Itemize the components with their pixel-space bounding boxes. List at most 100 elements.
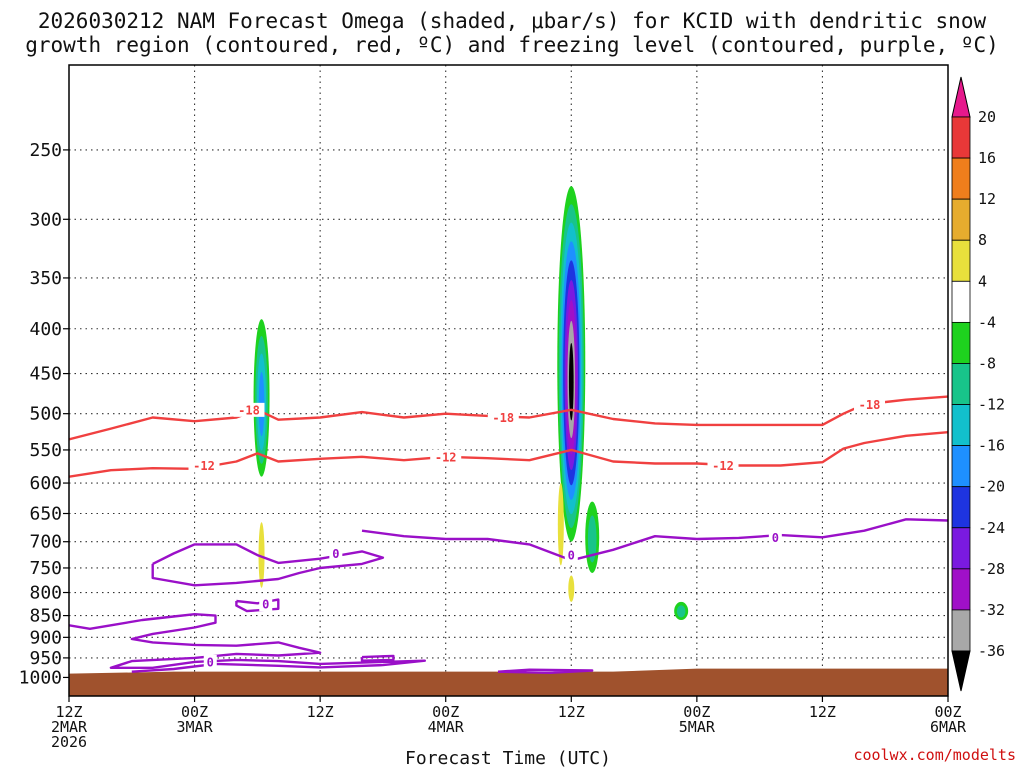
contour-label: -12 [435,450,457,464]
contour-label: 0 [207,655,214,669]
x-tick-label: 00Z [934,703,961,721]
y-tick-label: 800 [29,583,62,604]
x-tick-label: 12Z [558,703,585,721]
contour-label: -12 [193,459,215,473]
contour--12-c-isotherm [69,431,948,478]
omega-shade-small-rising-5mar [676,605,686,618]
y-tick-label: 650 [29,504,62,525]
contour-label: -18 [238,403,260,417]
x-tick-label: 2MAR [51,718,88,736]
contour-label: 0 [772,531,779,545]
plot-frame [68,64,949,697]
contour-label: 0 [262,598,269,612]
chart-title-line-2: growth region (contoured, red, ºC) and f… [25,33,999,57]
colorbar-tick-label: 12 [978,190,996,208]
y-tick-label: 900 [29,627,62,648]
x-tick-label: 00Z [432,703,459,721]
colorbar-bin [951,568,971,611]
colorbar-tick-label: -36 [978,642,1005,660]
contour-label-bg [707,458,739,473]
x-axis-label: Forecast Time (UTC) [405,748,611,768]
colorbar-bin [951,363,971,405]
chart-title-line-1: 2026030212 NAM Forecast Omega (shaded, μ… [37,9,987,33]
colorbar-tick-label: 20 [978,108,996,126]
y-tick-label: 400 [29,319,62,340]
omega-shade-rising-motion-4mar [568,342,574,421]
contour-label-bg [259,597,273,612]
y-tick-label: 300 [29,209,62,230]
contour-0-c-freezing-loop [497,668,594,674]
y-tick-label: 950 [29,648,62,669]
contour-label: -18 [492,411,514,425]
colorbar-tick-label: 4 [978,272,987,290]
ground-surface [69,668,948,696]
colorbar-tick-label: -16 [978,437,1005,455]
colorbar-bin [951,280,971,323]
contour-0-c-freezing-loop [69,613,426,673]
x-tick-label: 12Z [809,703,836,721]
colorbar-bottom-arrow [951,650,971,692]
y-tick-label: 250 [29,140,62,161]
contour-0-c-freezing-level [361,518,948,562]
contour-label-bg [233,402,265,417]
contour-0-c-freezing-loop [151,543,385,587]
colorbar-tick-label: 16 [978,149,996,167]
colorbar-bin [951,404,971,447]
y-tick-label: 500 [29,404,62,425]
x-tick-label: 3MAR [177,718,214,736]
colorbar-tick-label: -4 [978,313,996,331]
contour-label-bg [487,410,519,425]
colorbar-tick-label: 8 [978,231,987,249]
contour-0-c-freezing-loop [235,598,280,613]
y-tick-label: 750 [29,558,62,579]
omega-shade-small-rising-4mar-late [587,515,597,563]
colorbar-tick-label: -12 [978,396,1005,414]
colorbar-bin [951,527,971,570]
omega-shade-positive [258,522,265,588]
y-tick-label: 350 [29,268,62,289]
y-tick-label: 600 [29,473,62,494]
contour-label-bg [188,458,220,473]
colorbar-bin [951,116,971,159]
x-tick-label: 12Z [55,703,82,721]
contour-label-bg [430,449,462,464]
colorbar-bin [951,321,971,364]
contour-label: 0 [332,547,339,561]
contour-label-bg [203,654,217,669]
y-tick-label: 550 [29,440,62,461]
colorbar-bin [951,157,971,200]
omega-shade-positive [557,483,564,566]
y-tick-label: 850 [29,606,62,627]
contour-label-bg [854,397,886,412]
colorbar-top-arrow [951,76,971,118]
colorbar-bin [951,239,971,282]
x-tick-label: 5MAR [679,718,716,736]
colorbar-bin [951,445,971,488]
contour-label-bg [768,530,782,545]
x-tick-label: 4MAR [428,718,465,736]
contour-label: 0 [568,549,575,563]
y-tick-label: 1000 [19,667,62,688]
x-tick-label: 00Z [683,703,710,721]
colorbar-bin [951,198,971,241]
y-tick-label: 450 [29,364,62,385]
x-tick-label: 2026 [51,733,87,751]
credit-text: coolwx.com/modelts [853,746,1016,764]
x-tick-label: 12Z [307,703,334,721]
colorbar-bin [951,609,971,652]
x-tick-label: 6MAR [930,718,967,736]
contour-label: -18 [859,398,881,412]
colorbar-tick-label: -24 [978,519,1005,537]
y-tick-label: 700 [29,532,62,553]
colorbar-tick-label: -20 [978,478,1005,496]
colorbar-tick-label: -28 [978,560,1005,578]
colorbar-bin [951,486,971,529]
contour-label: -12 [712,459,734,473]
contour-label-bg [329,546,343,561]
contour-0-c-freezing-loop [360,654,395,662]
contour-label-bg [564,548,578,563]
colorbar-tick-label: -32 [978,601,1005,619]
x-tick-label: 00Z [181,703,208,721]
